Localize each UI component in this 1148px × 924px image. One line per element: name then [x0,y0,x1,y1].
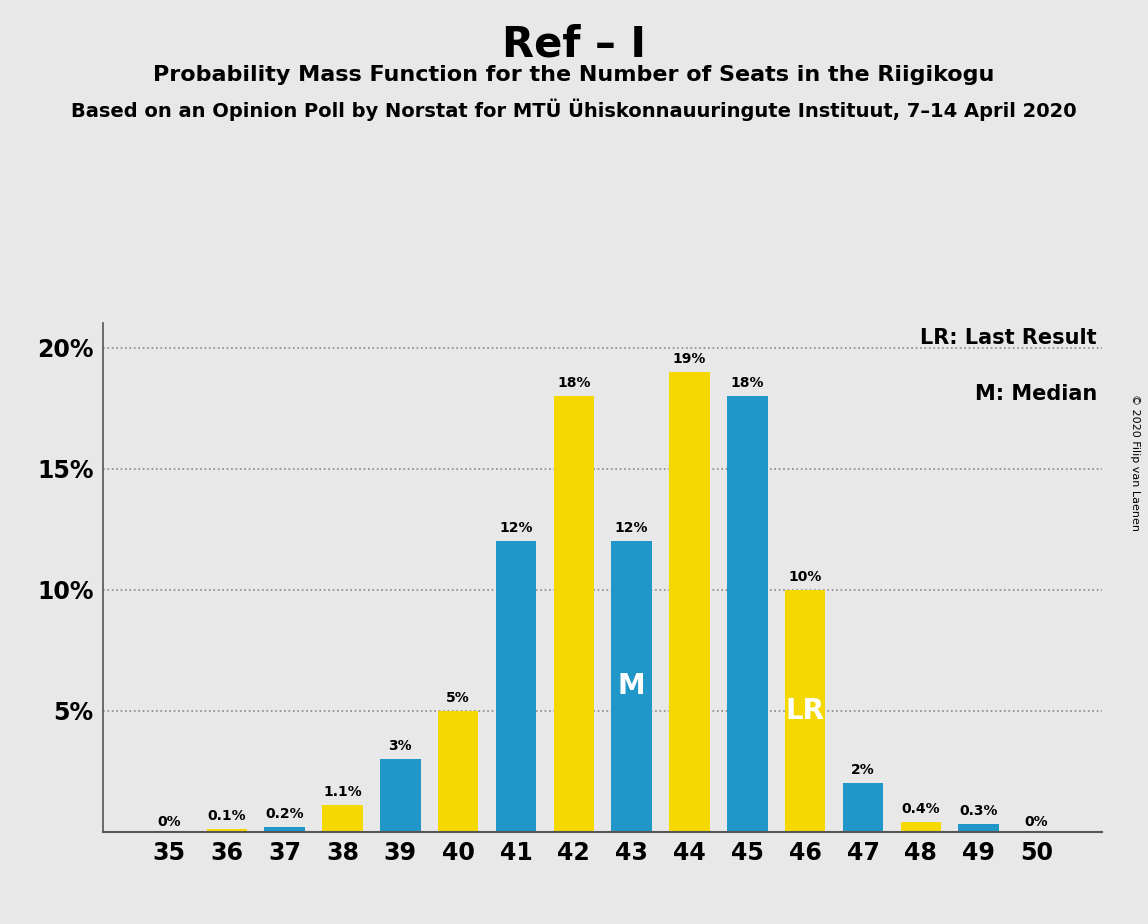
Text: 12%: 12% [615,521,649,535]
Bar [612,541,652,832]
Text: 19%: 19% [673,352,706,366]
Text: LR: Last Result: LR: Last Result [921,328,1097,348]
Text: 18%: 18% [557,376,590,390]
Bar [785,590,825,832]
Text: 18%: 18% [730,376,765,390]
Text: M: Median: M: Median [975,384,1097,405]
Text: Ref – I: Ref – I [502,23,646,65]
Text: 0.4%: 0.4% [901,802,940,816]
Text: 0%: 0% [1025,815,1048,829]
Text: 0.2%: 0.2% [265,807,304,821]
Bar [380,759,420,832]
Bar [727,396,768,832]
Text: 0%: 0% [157,815,180,829]
Text: 5%: 5% [447,690,470,704]
Text: LR: LR [785,697,824,724]
Bar [553,396,594,832]
Bar [669,371,709,832]
Text: M: M [618,673,645,700]
Bar [959,824,999,832]
Text: 0.1%: 0.1% [208,809,246,823]
Bar [323,805,363,832]
Bar [496,541,536,832]
Bar [900,822,941,832]
Text: 1.1%: 1.1% [323,784,362,799]
Text: 10%: 10% [789,569,822,584]
Bar [207,829,247,832]
Text: Based on an Opinion Poll by Norstat for MTÜ Ühiskonnauuringute Instituut, 7–14 A: Based on an Opinion Poll by Norstat for … [71,99,1077,121]
Bar [437,711,479,832]
Text: 0.3%: 0.3% [960,804,998,819]
Text: Probability Mass Function for the Number of Seats in the Riigikogu: Probability Mass Function for the Number… [154,65,994,85]
Text: 3%: 3% [388,739,412,753]
Bar [264,827,305,832]
Bar [843,784,883,832]
Text: 12%: 12% [499,521,533,535]
Text: 2%: 2% [851,763,875,777]
Text: © 2020 Filip van Laenen: © 2020 Filip van Laenen [1130,394,1140,530]
